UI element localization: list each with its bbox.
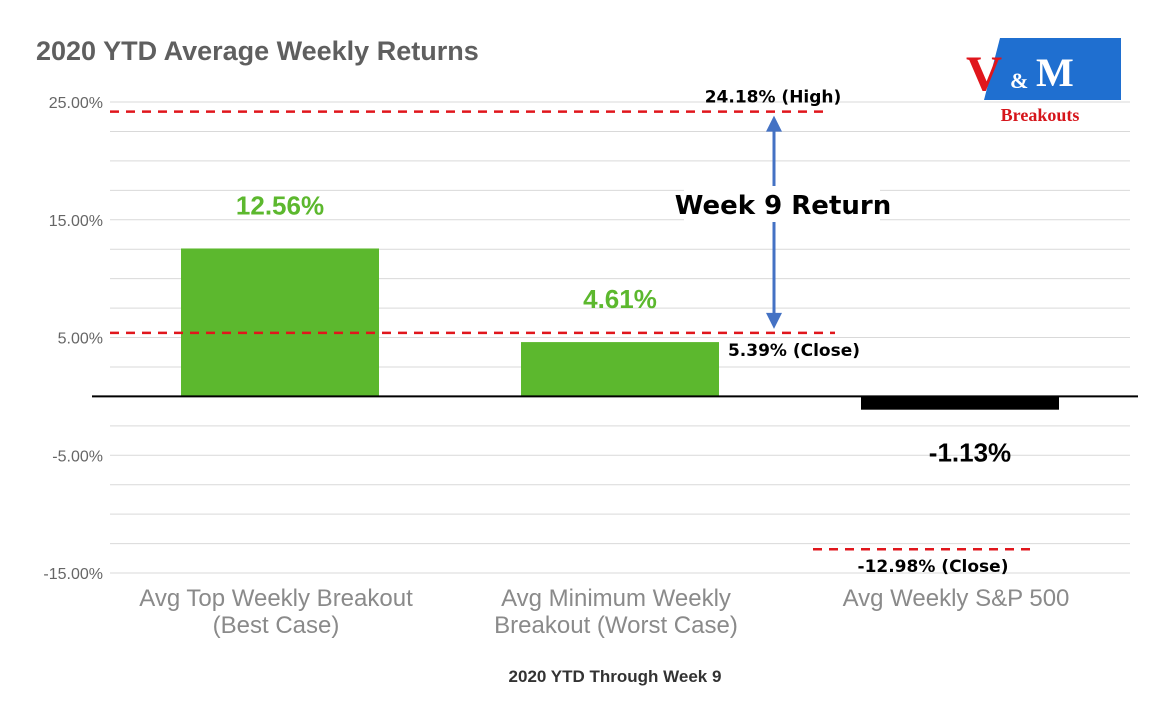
category-label: Breakout (Worst Case) bbox=[494, 612, 738, 639]
week-return-range: Week 9 Return bbox=[675, 115, 891, 329]
range-arrow-down-head bbox=[766, 312, 782, 329]
bar bbox=[181, 248, 379, 397]
x-axis-label: 2020 YTD Through Week 9 bbox=[509, 667, 722, 686]
range-label-backdrop bbox=[684, 186, 880, 222]
category-label: Avg Weekly S&P 500 bbox=[843, 585, 1070, 612]
logo-m-letter: M bbox=[1036, 50, 1074, 95]
category-label: Avg Top Weekly Breakout bbox=[139, 585, 413, 612]
value-label: -1.13% bbox=[929, 438, 1011, 468]
category-label: (Best Case) bbox=[213, 612, 340, 639]
bar bbox=[861, 396, 1059, 410]
vm-breakouts-logo: V & M Breakouts bbox=[961, 38, 1121, 125]
category-label: Avg Minimum Weekly bbox=[501, 585, 731, 612]
range-label: Week 9 Return bbox=[675, 191, 891, 221]
value-label: 12.56% bbox=[236, 190, 324, 220]
logo-breakouts-text: Breakouts bbox=[1001, 105, 1080, 125]
y-tick-label: -5.00% bbox=[52, 448, 103, 465]
category-labels: Avg Top Weekly Breakout(Best Case) Avg Mi… bbox=[139, 585, 1069, 639]
range-arrow-up-head bbox=[766, 115, 782, 132]
y-tick-label: 25.00% bbox=[49, 95, 103, 112]
reference-line-label: 5.39% (Close) bbox=[728, 341, 860, 361]
value-labels: 12.56% 4.61% -1.13% bbox=[236, 190, 1011, 467]
reference-lines: 24.18% (High) 5.39% (Close) -12.98% (Close… bbox=[110, 88, 1030, 577]
bars bbox=[181, 248, 1059, 410]
logo-ampersand: & bbox=[1010, 68, 1028, 93]
y-axis-ticks: 25.00% 15.00% 5.00% -5.00% -15.00% bbox=[43, 95, 103, 583]
logo-v-letter: V bbox=[966, 45, 1002, 101]
y-tick-label: 5.00% bbox=[58, 331, 103, 348]
reference-line-label: 24.18% (High) bbox=[705, 88, 842, 108]
logo-cut bbox=[961, 38, 1000, 100]
bar bbox=[521, 342, 719, 397]
y-tick-label: -15.00% bbox=[43, 566, 103, 583]
y-tick-label: 15.00% bbox=[49, 213, 103, 230]
chart-title: 2020 YTD Average Weekly Returns bbox=[36, 36, 479, 66]
reference-line-label: -12.98% (Close) bbox=[858, 557, 1009, 577]
value-label: 4.61% bbox=[583, 284, 657, 314]
